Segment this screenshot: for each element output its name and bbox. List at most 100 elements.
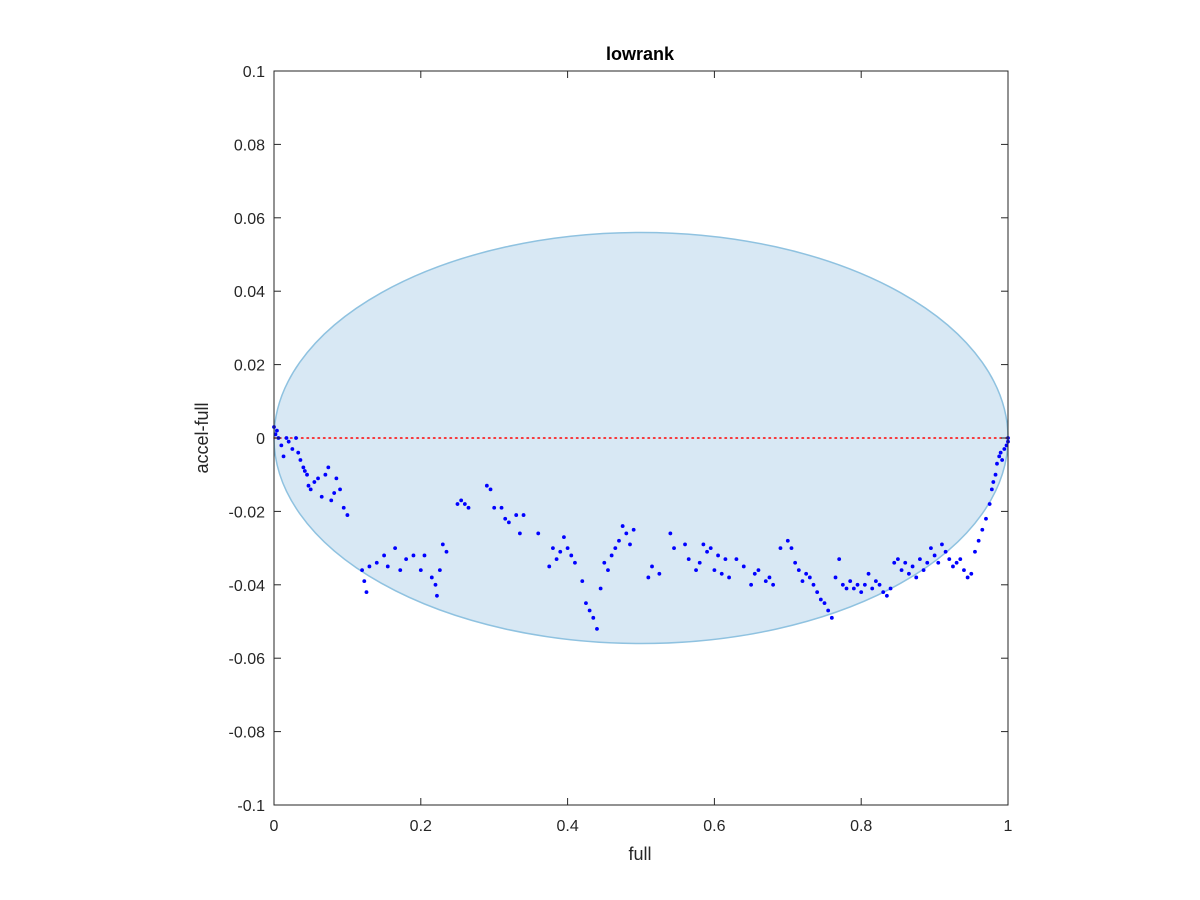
data-point bbox=[767, 575, 772, 580]
data-point bbox=[558, 549, 563, 554]
data-point bbox=[796, 568, 801, 573]
data-point bbox=[752, 571, 757, 576]
data-point bbox=[514, 513, 519, 517]
data-point bbox=[672, 546, 676, 550]
data-point bbox=[617, 538, 621, 543]
data-point bbox=[459, 498, 464, 503]
data-point bbox=[569, 553, 574, 558]
data-point bbox=[290, 447, 295, 451]
data-point bbox=[329, 498, 334, 503]
data-point bbox=[686, 557, 691, 562]
data-point bbox=[517, 531, 522, 536]
y-tick-label: 0.02 bbox=[234, 358, 265, 375]
data-point bbox=[284, 436, 289, 440]
data-point bbox=[708, 546, 713, 550]
y-tick-label: -0.06 bbox=[229, 651, 266, 668]
x-tick-label: 0.6 bbox=[703, 818, 725, 835]
y-tick-label: -0.02 bbox=[229, 504, 266, 521]
chart-title: lowrank bbox=[606, 44, 675, 64]
data-point bbox=[281, 454, 286, 459]
data-point bbox=[734, 557, 739, 562]
data-point bbox=[326, 465, 331, 470]
data-point bbox=[1000, 458, 1005, 462]
data-point bbox=[793, 560, 798, 565]
data-point bbox=[844, 586, 849, 591]
x-tick-label: 0.4 bbox=[556, 818, 578, 835]
data-point bbox=[815, 590, 820, 595]
data-point bbox=[466, 505, 471, 510]
data-point bbox=[1004, 443, 1009, 448]
data-point bbox=[650, 564, 654, 569]
data-point bbox=[998, 450, 1003, 455]
data-point bbox=[951, 564, 955, 569]
data-point bbox=[573, 560, 577, 565]
x-tick-label: 0 bbox=[270, 818, 279, 835]
data-point bbox=[429, 575, 434, 580]
y-tick-label: -0.08 bbox=[229, 725, 266, 742]
data-point bbox=[962, 568, 966, 573]
data-point bbox=[279, 443, 284, 448]
y-tick-label: -0.04 bbox=[229, 578, 266, 595]
data-point bbox=[1002, 447, 1007, 451]
data-point bbox=[914, 575, 919, 580]
data-point bbox=[804, 571, 809, 576]
data-point bbox=[341, 505, 346, 510]
data-point bbox=[958, 557, 963, 562]
data-point bbox=[822, 601, 827, 606]
data-point bbox=[884, 593, 889, 598]
data-point bbox=[954, 560, 959, 565]
data-point bbox=[455, 502, 460, 506]
data-point bbox=[943, 549, 948, 554]
data-point bbox=[851, 586, 856, 591]
data-point bbox=[364, 590, 369, 595]
data-point bbox=[334, 476, 339, 481]
data-point bbox=[829, 615, 834, 620]
data-point bbox=[873, 579, 878, 584]
data-point bbox=[306, 483, 311, 488]
data-point bbox=[807, 575, 812, 580]
data-point bbox=[462, 502, 467, 506]
data-point bbox=[360, 568, 364, 573]
data-point bbox=[488, 487, 493, 492]
data-point bbox=[984, 516, 988, 521]
data-point bbox=[440, 542, 445, 547]
data-point bbox=[536, 531, 541, 536]
data-point bbox=[896, 557, 900, 562]
data-point bbox=[980, 527, 985, 532]
data-point bbox=[602, 560, 607, 565]
data-point bbox=[947, 557, 952, 562]
data-point bbox=[778, 546, 783, 550]
data-point bbox=[969, 571, 974, 576]
data-point bbox=[492, 505, 497, 510]
data-point bbox=[294, 436, 298, 440]
data-point bbox=[993, 472, 998, 477]
data-point bbox=[756, 568, 761, 573]
data-point bbox=[506, 520, 511, 525]
data-point bbox=[275, 428, 279, 433]
data-point bbox=[965, 575, 970, 580]
data-point bbox=[444, 549, 449, 554]
plot-area: 0 0.2 0.4 0.6 0.8 1 -0.1 -0.08 -0.06 -0.04 -0.02 0 0… bbox=[229, 64, 1013, 835]
data-point bbox=[862, 582, 867, 587]
data-point bbox=[749, 582, 753, 587]
data-point bbox=[866, 571, 871, 576]
data-point bbox=[437, 568, 442, 573]
data-point bbox=[800, 579, 805, 584]
data-point bbox=[628, 542, 632, 547]
data-point bbox=[925, 560, 930, 565]
data-point bbox=[888, 586, 893, 591]
data-point bbox=[877, 582, 882, 587]
data-point bbox=[712, 568, 717, 573]
data-point bbox=[521, 513, 526, 517]
data-point bbox=[870, 586, 875, 591]
data-point bbox=[422, 553, 427, 558]
data-point bbox=[620, 524, 625, 528]
data-point bbox=[668, 531, 673, 536]
x-tick-label: 0.8 bbox=[850, 818, 872, 835]
data-point bbox=[741, 564, 746, 569]
data-point bbox=[771, 582, 776, 587]
data-point bbox=[697, 560, 702, 565]
data-point bbox=[976, 538, 981, 543]
data-point bbox=[811, 582, 816, 587]
